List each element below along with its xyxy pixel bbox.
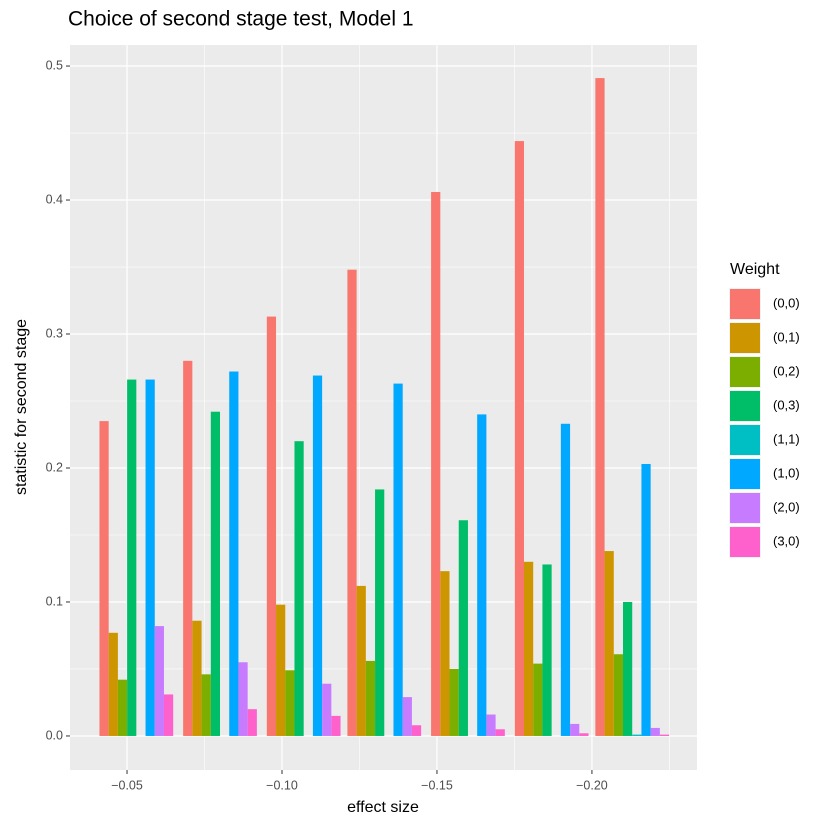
bar xyxy=(312,375,323,736)
bar xyxy=(514,141,524,736)
bar xyxy=(294,441,304,736)
legend-label: (0,2) xyxy=(773,363,800,378)
bar xyxy=(495,729,505,736)
y-tick-label: 0.2 xyxy=(46,460,63,474)
x-axis-title: effect size xyxy=(347,799,419,816)
bar xyxy=(402,697,412,736)
bar xyxy=(99,421,109,736)
legend-key xyxy=(730,459,760,489)
legend-label: (1,1) xyxy=(773,431,800,446)
y-tick-label: 0.3 xyxy=(46,326,63,340)
bar xyxy=(411,725,422,736)
bar xyxy=(641,463,651,736)
bar xyxy=(458,520,468,736)
bar xyxy=(266,316,277,736)
legend-label: (0,3) xyxy=(773,397,800,412)
legend-label: (2,0) xyxy=(773,499,800,514)
bar xyxy=(365,660,376,736)
chart-title: Choice of second stage test, Model 1 xyxy=(68,8,414,31)
bar xyxy=(650,727,660,736)
bar xyxy=(163,694,174,736)
bar xyxy=(247,709,257,736)
bar xyxy=(375,489,385,736)
bar xyxy=(486,714,496,736)
legend-label: (0,1) xyxy=(773,329,800,344)
legend-key xyxy=(730,391,760,421)
x-tick-label: −0.10 xyxy=(266,778,298,792)
bar xyxy=(604,551,614,736)
bar xyxy=(201,674,211,736)
legend-label: (1,0) xyxy=(773,465,800,480)
bar xyxy=(440,571,450,736)
legend-key xyxy=(730,493,760,523)
bar xyxy=(145,379,155,736)
bar xyxy=(347,269,357,736)
y-tick-label: 0.5 xyxy=(46,58,63,72)
legend-key xyxy=(730,357,760,387)
bar xyxy=(108,632,118,736)
legend-key xyxy=(730,289,760,319)
bar xyxy=(477,414,487,736)
bar xyxy=(331,715,341,736)
bar xyxy=(285,670,295,736)
bar xyxy=(623,601,633,736)
y-axis-title: statistic for second stage xyxy=(13,319,30,495)
bar xyxy=(579,733,589,736)
x-tick-label: −0.05 xyxy=(111,778,143,792)
bar xyxy=(431,191,441,736)
legend-key xyxy=(730,425,760,455)
y-tick-label: 0.1 xyxy=(46,594,63,608)
bar xyxy=(154,626,164,736)
bar xyxy=(533,663,543,736)
bar xyxy=(542,564,552,736)
bar xyxy=(192,620,202,736)
x-tick-label: −0.15 xyxy=(421,778,453,792)
bar xyxy=(229,371,239,736)
bar xyxy=(356,585,366,736)
bar xyxy=(117,679,128,736)
bar xyxy=(570,723,580,736)
legend-label: (0,0) xyxy=(773,295,800,310)
bar xyxy=(276,604,286,736)
bar xyxy=(560,423,571,736)
bar xyxy=(595,78,605,736)
bar xyxy=(659,734,670,736)
bar xyxy=(613,654,624,736)
bar xyxy=(393,383,403,736)
bar xyxy=(322,683,332,736)
bar xyxy=(210,411,221,736)
bar xyxy=(183,360,193,736)
y-tick-label: 0.4 xyxy=(46,192,63,206)
legend-key xyxy=(730,527,760,557)
bar xyxy=(238,662,248,736)
x-tick-label: −0.20 xyxy=(576,778,608,792)
bar xyxy=(632,734,642,736)
y-tick-label: 0.0 xyxy=(46,728,63,742)
legend-key xyxy=(730,323,760,353)
legend-label: (3,0) xyxy=(773,533,800,548)
bar xyxy=(449,668,459,736)
legend-title: Weight xyxy=(730,261,780,278)
bar xyxy=(523,561,534,736)
bar xyxy=(127,379,137,736)
